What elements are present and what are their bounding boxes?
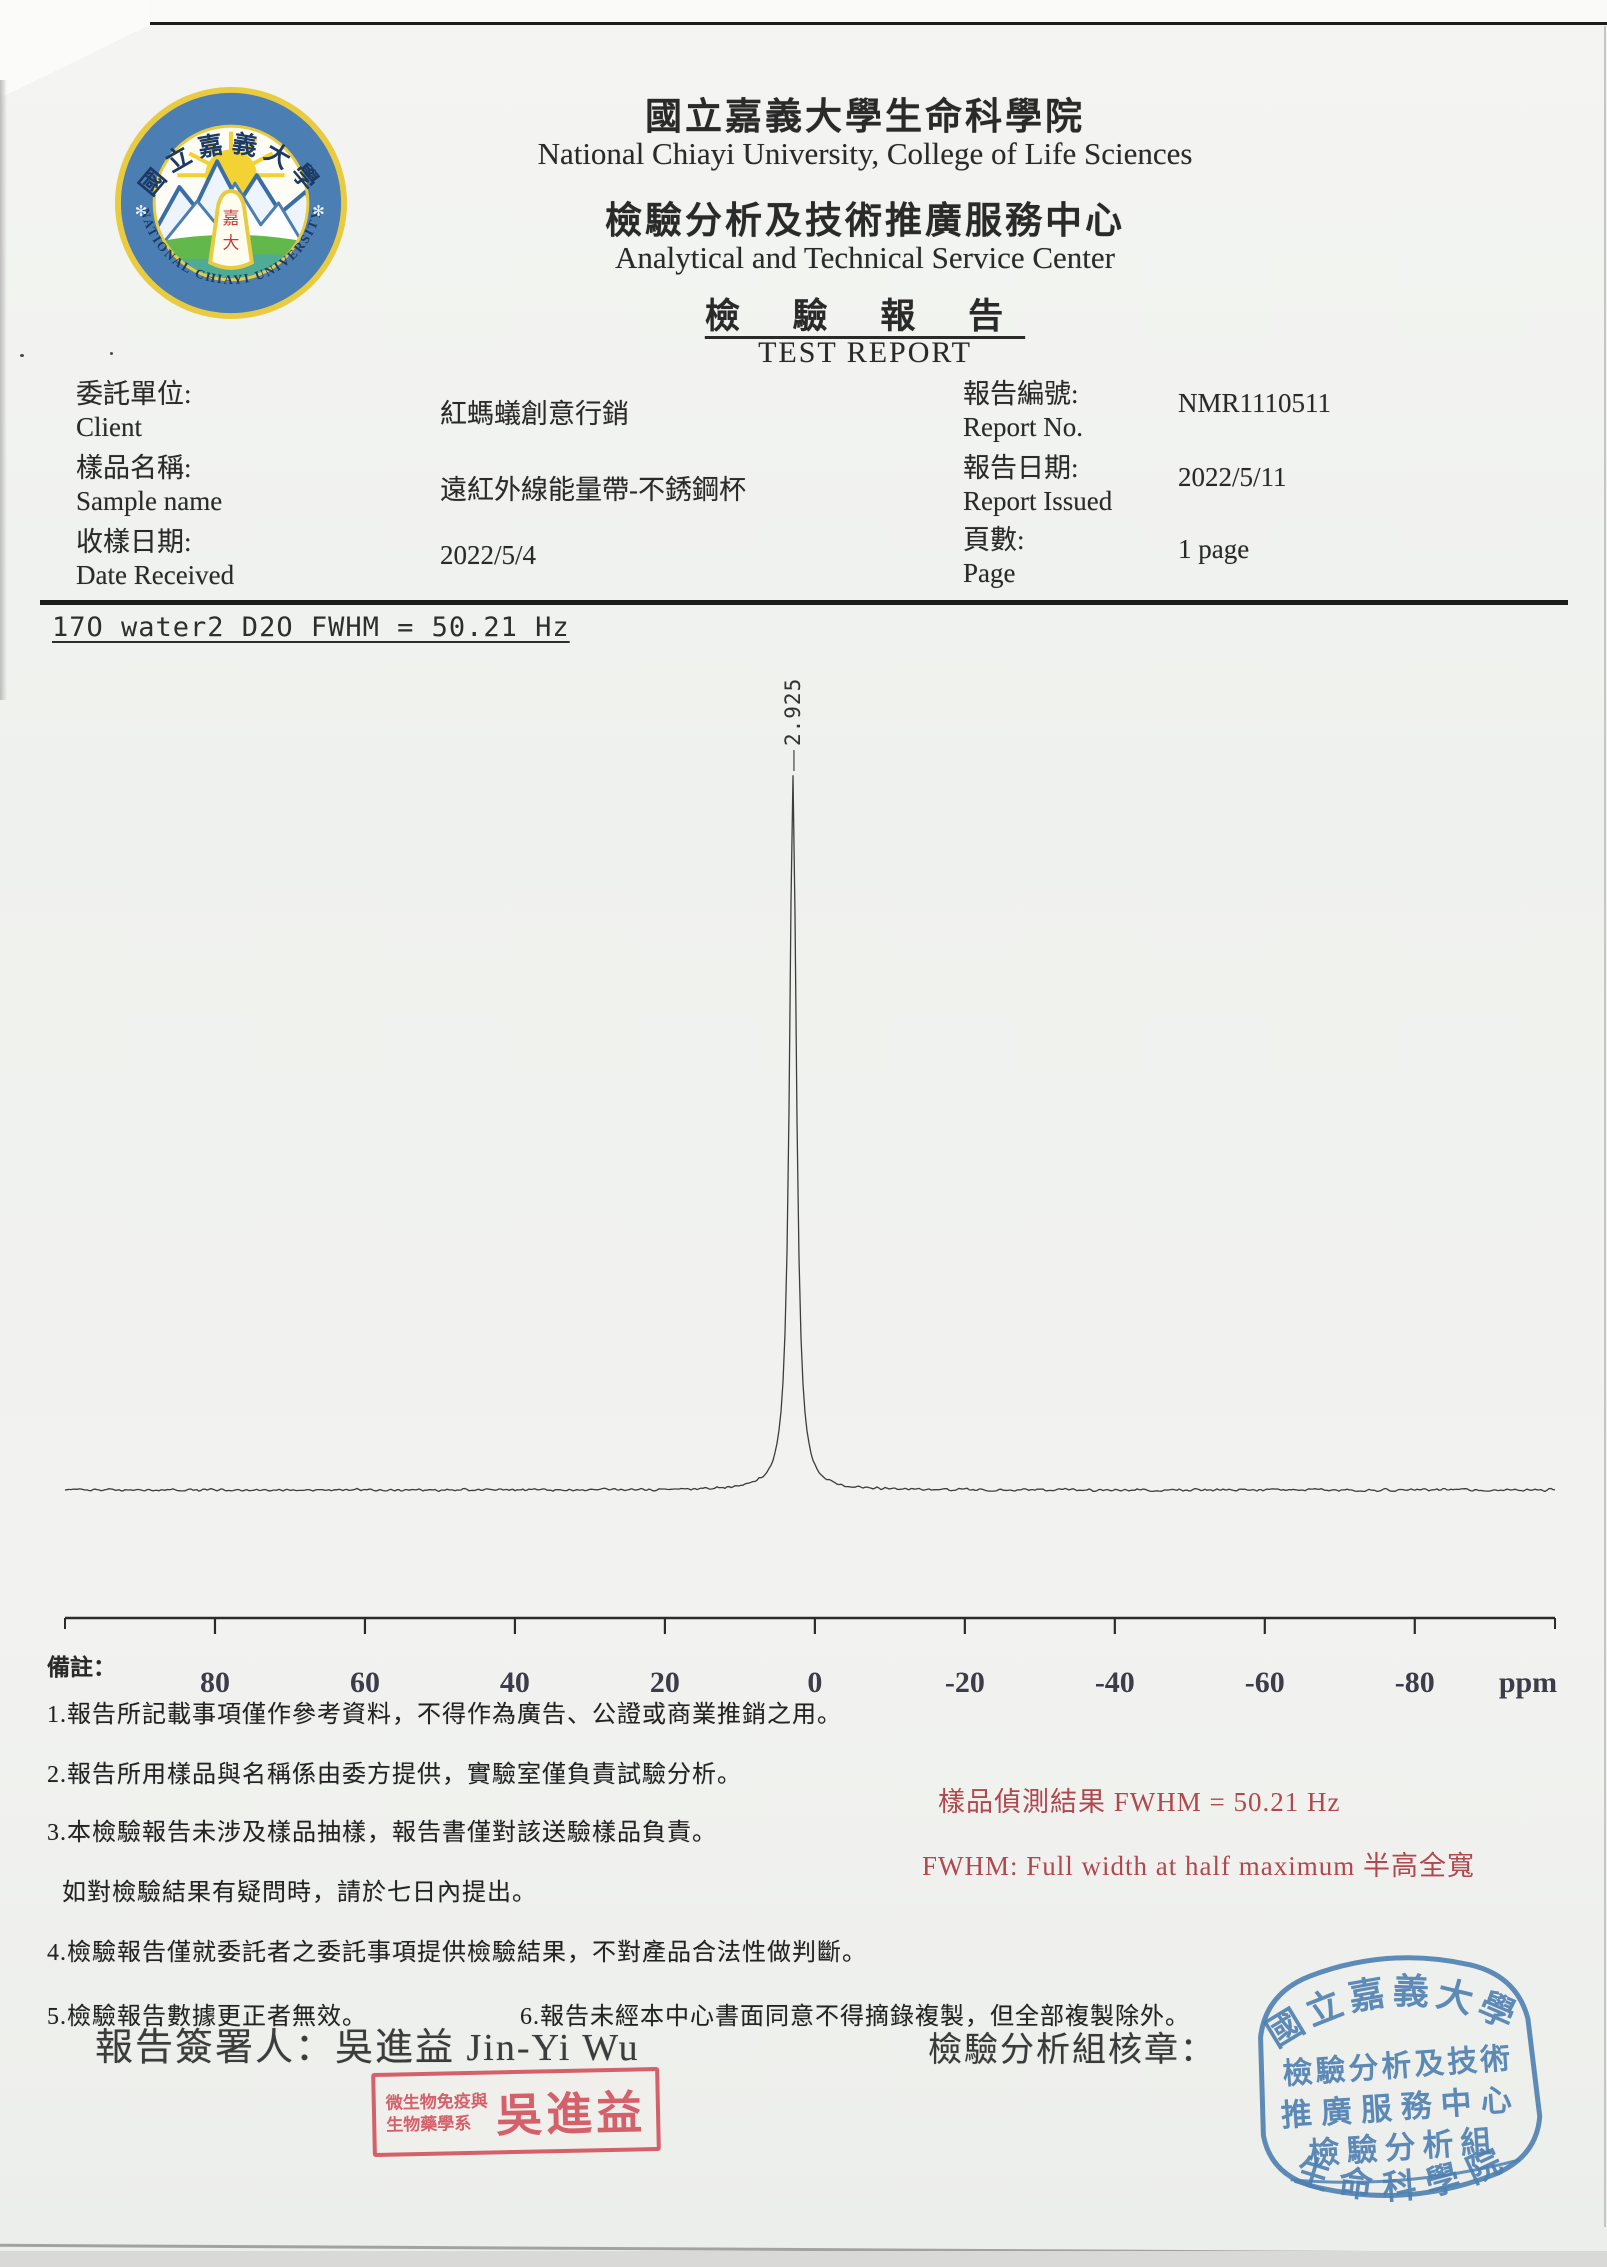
scanner-background xyxy=(0,2251,1607,2267)
seal-water xyxy=(155,254,307,279)
sample-result-line: 樣品偵測結果 FWHM = 50.21 Hz xyxy=(938,1787,1341,1817)
note-item: 4.檢驗報告僅就委託者之委託事項提供檢驗結果，不對產品合法性做判斷。 xyxy=(47,1940,867,1966)
center-stamp-border xyxy=(1258,1955,1543,2198)
seal-star-left-icon: ✻ xyxy=(135,204,147,220)
seal-bell xyxy=(208,189,254,270)
center-stamp: 國立嘉義大學 檢驗分析及技術 推廣服務中心 檢驗分析組 生命科學院 xyxy=(1257,1955,1543,2214)
axis-tick-label: 80 xyxy=(200,1666,230,1699)
axis-unit-label: ppm xyxy=(1499,1666,1557,1699)
scan-left-shadow xyxy=(0,80,7,700)
fwhm-definition-line: FWHM: Full width at half maximum 半高全寬 xyxy=(922,1851,1475,1881)
axis-tick-label: 20 xyxy=(650,1666,680,1699)
axis-tick-label: -20 xyxy=(945,1666,985,1699)
page-count-label: 頁數: Page xyxy=(963,525,1025,588)
university-seal: 嘉 大 國立嘉義大學 NATIONAL CHIAYI UNIVERSITY ✻ … xyxy=(114,86,348,320)
note-item: 1.報告所記載事項僅作參考資料，不得作為廣告、公證或商業推銷之用。 xyxy=(47,1702,842,1728)
report-issued-label: 報告日期: Report Issued xyxy=(963,453,1113,516)
scan-right-edge xyxy=(1604,26,1606,2227)
peak-label: 2.925 xyxy=(781,678,805,746)
report-no-label: 報告編號: Report No. xyxy=(963,379,1083,442)
axis-tick-label: 60 xyxy=(350,1666,380,1699)
notes-label: 備註： xyxy=(47,1655,116,1680)
signer-name: 吳進益 Jin-Yi Wu xyxy=(335,2027,640,2069)
signer-stamp-name: 吳進益 xyxy=(495,2087,647,2142)
note-item: 3.本檢驗報告未涉及樣品抽樣，報告書僅對該送驗樣品負責。 xyxy=(47,1820,717,1846)
scan-speck xyxy=(110,352,113,355)
scan-speck xyxy=(20,354,24,357)
seal-star-right-icon: ✻ xyxy=(312,204,324,220)
section-divider xyxy=(40,600,1568,605)
client-value: 紅螞蟻創意行銷 xyxy=(440,399,629,429)
axis-tick-label: 40 xyxy=(500,1666,530,1699)
scan-top-edge xyxy=(150,0,1607,25)
note-item: 如對檢驗結果有疑問時，請於七日內提出。 xyxy=(62,1880,537,1906)
sample-name-value: 遠紅外線能量帶-不銹鋼杯 xyxy=(440,475,746,505)
university-name-en: National Chiayi University, College of L… xyxy=(537,136,1193,171)
spectrum-header: 17O water2 D2O FWHM = 50.21 Hz xyxy=(52,612,570,643)
axis-tick-label: -60 xyxy=(1245,1666,1285,1699)
report-no-value: NMR1110511 xyxy=(1178,388,1332,418)
client-label: 委託單位: Client xyxy=(76,379,192,442)
date-received-label: 收樣日期: Date Received xyxy=(76,527,235,590)
center-name-en: Analytical and Technical Service Center xyxy=(615,240,1115,275)
report-issued-value: 2022/5/11 xyxy=(1178,462,1287,492)
approval-label: 檢驗分析組核章： xyxy=(928,2032,1216,2069)
date-received-value: 2022/5/4 xyxy=(440,540,537,570)
signer-label: 報告簽署人： xyxy=(95,2027,336,2069)
note-item: 2.報告所用樣品與名稱係由委方提供，實驗室僅負責試驗分析。 xyxy=(47,1762,742,1788)
spectrum-trace xyxy=(64,775,1556,1493)
report-title-zh: 檢 驗 報 告 xyxy=(704,297,1026,336)
sample-name-label: 樣品名稱: Sample name xyxy=(76,453,223,516)
signer-stamp: 微生物免疫與 生物藥學系 吳進益 xyxy=(371,2066,661,2158)
seal-bell-char-1: 嘉 xyxy=(223,209,240,228)
axis-tick-label: -80 xyxy=(1395,1666,1435,1699)
university-name-zh: 國立嘉義大學生命科學院 xyxy=(645,97,1085,138)
axis-tick-label: -40 xyxy=(1095,1666,1135,1699)
signer-stamp-dept: 微生物免疫與 生物藥學系 xyxy=(385,2091,488,2135)
note-item: 5.檢驗報告數據更正者無效。 xyxy=(47,2004,367,2030)
center-stamp-arc-top: 國立嘉義大學 xyxy=(1257,1962,1530,2056)
note-item: 6.報告未經本中心書面同意不得摘錄複製，但全部複製除外。 xyxy=(520,2004,1190,2030)
center-stamp-separator xyxy=(1290,2158,1521,2184)
seal-bell-char-2: 大 xyxy=(223,234,240,253)
page-count-value: 1 page xyxy=(1178,534,1250,564)
report-title-en: TEST REPORT xyxy=(758,336,972,369)
axis-tick-label: 0 xyxy=(807,1666,822,1699)
center-name-zh: 檢驗分析及技術推廣服務中心 xyxy=(605,201,1125,242)
signer-line: 報告簽署人：吳進益 Jin-Yi Wu xyxy=(95,2016,640,2071)
